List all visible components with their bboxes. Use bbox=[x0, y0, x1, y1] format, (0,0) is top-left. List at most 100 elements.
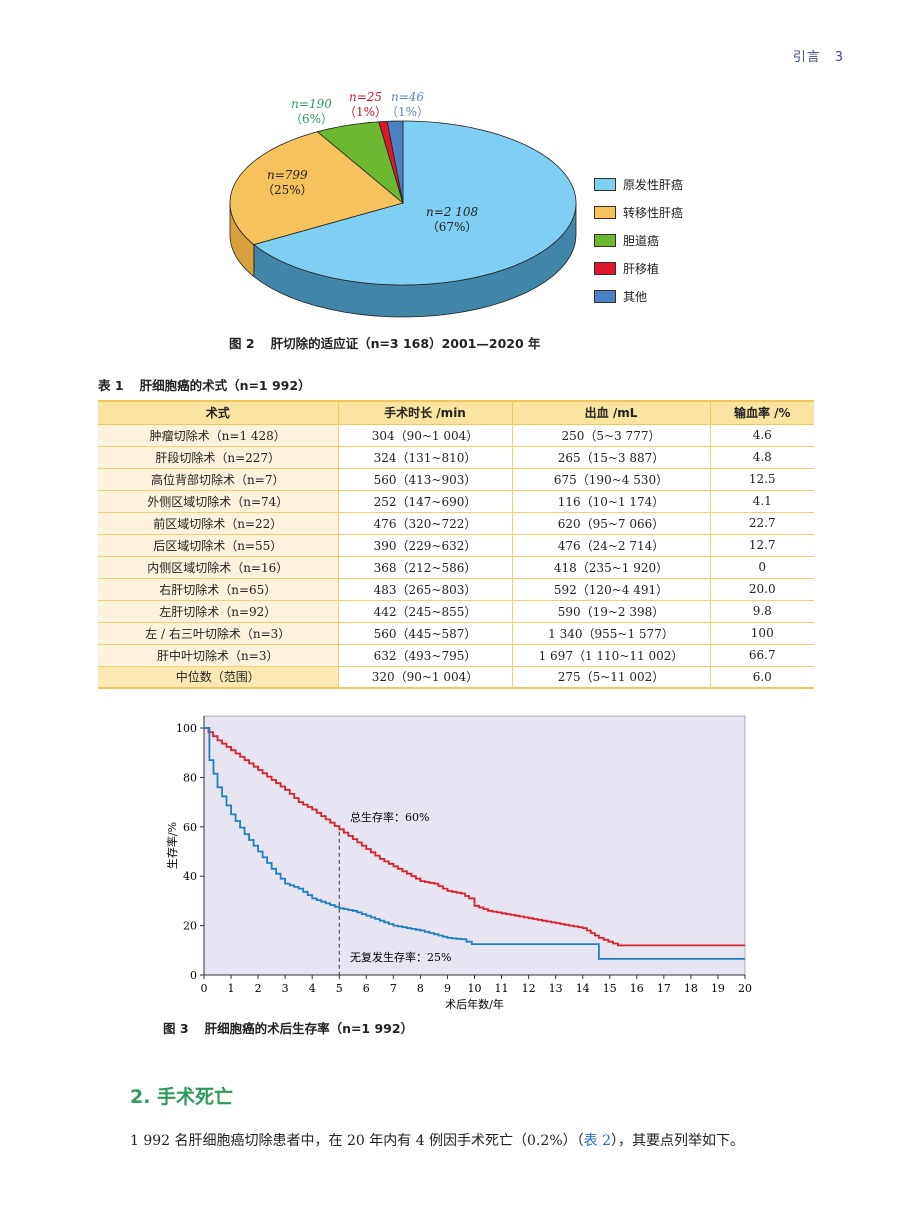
table-cell: 675（190~4 530） bbox=[511, 468, 710, 491]
y-axis-label: 生存率/% bbox=[165, 822, 179, 869]
legend-label: 其他 bbox=[623, 289, 648, 304]
x-tick-label: 13 bbox=[549, 982, 563, 995]
table-row: 前区域切除术（n=22） 476（320~722） 620（95~7 066） 22.… bbox=[98, 512, 814, 535]
y-tick-label: 20 bbox=[183, 920, 197, 933]
pie-chart bbox=[229, 120, 577, 318]
legend-item: 胆道癌 bbox=[594, 226, 683, 254]
legend-swatch bbox=[594, 289, 616, 303]
table-cell: 6.0 bbox=[709, 666, 814, 689]
table-cell: 560（413~903） bbox=[337, 468, 512, 491]
pie-slice bbox=[229, 131, 404, 246]
table-cell: 后区域切除术（n=55） bbox=[98, 534, 338, 557]
table-row: 右肝切除术（n=65） 483（265~803） 592（120~4 491） 20.… bbox=[98, 578, 814, 601]
table-cell: 22.7 bbox=[709, 512, 814, 535]
x-tick-label: 19 bbox=[711, 982, 725, 995]
y-tick-label: 0 bbox=[190, 969, 197, 982]
pie-label-n: n=46 bbox=[390, 90, 425, 104]
legend-item: 原发性肝癌 bbox=[594, 170, 683, 198]
pie-label-n: n=25 bbox=[348, 90, 383, 104]
x-tick-label: 6 bbox=[363, 982, 370, 995]
table-cell: 620（95~7 066） bbox=[511, 512, 710, 535]
table1-caption: 表 1 肝细胞癌的术式（n=1 992） bbox=[98, 375, 311, 394]
table-cell: 12.5 bbox=[709, 468, 814, 491]
x-tick-label: 0 bbox=[201, 982, 208, 995]
table-row: 肝中叶切除术（n=3） 632（493~795） 1 697（1 110~11 00… bbox=[98, 644, 814, 667]
figure3-caption: 图 3 肝细胞癌的术后生存率（n=1 992） bbox=[163, 1018, 413, 1037]
table-reference-link[interactable]: 表 2 bbox=[583, 1133, 611, 1149]
x-tick-label: 16 bbox=[630, 982, 644, 995]
figure-number: 图 3 bbox=[163, 1021, 189, 1036]
series-line-overall bbox=[204, 727, 745, 947]
table-row: 左肝切除术（n=92） 442（245~855） 590（19~2 398） 9.8 bbox=[98, 600, 814, 623]
running-head: 引言 3 bbox=[779, 46, 844, 65]
table-cell: 4.8 bbox=[709, 446, 814, 469]
pie-legend: 原发性肝癌 转移性肝癌 胆道癌 肝移植 其他 bbox=[594, 170, 683, 310]
table-cell: 肝段切除术（n=227） bbox=[98, 446, 338, 469]
x-tick-label: 2 bbox=[255, 982, 262, 995]
body-paragraph: 1 992 名肝细胞癌切除患者中，在 20 年内有 4 例因手术死亡（0.2%）… bbox=[130, 1130, 744, 1150]
pie-label-transplant: n=25 （1%） bbox=[344, 90, 387, 120]
x-tick-label: 4 bbox=[309, 982, 316, 995]
y-tick-label: 80 bbox=[183, 771, 197, 784]
legend-item: 转移性肝癌 bbox=[594, 198, 683, 226]
caption-text: 肝切除的适应证（n=3 168）2001—2020 年 bbox=[270, 336, 541, 351]
table-cell: 20.0 bbox=[709, 578, 814, 601]
paragraph-text: ），其要点列举如下。 bbox=[610, 1133, 744, 1149]
y-tick-label: 100 bbox=[176, 722, 197, 735]
table-cell: 0 bbox=[709, 556, 814, 579]
pie-slice bbox=[386, 120, 404, 204]
legend-label: 转移性肝癌 bbox=[623, 205, 684, 220]
page-number: 3 bbox=[834, 50, 844, 65]
legend-label: 原发性肝癌 bbox=[623, 177, 684, 192]
survival-chart: 0 1 2 3 4 5 6 7 8 9 10 11 12 13 14 15 16 17 18 19 2002040608… bbox=[165, 715, 752, 1011]
x-tick-label: 14 bbox=[576, 982, 590, 995]
annotation-recurrence-free: 无复发生存率：25% bbox=[350, 950, 451, 964]
series-line-recurrence-free bbox=[204, 727, 745, 960]
column-header: 术式 bbox=[98, 400, 338, 425]
legend-swatch bbox=[594, 177, 616, 191]
caption-text: 肝细胞癌的术式（n=1 992） bbox=[139, 378, 311, 393]
x-tick-label: 7 bbox=[390, 982, 397, 995]
table-row: 中位数（范围） 320（90~1 004） 275（5~11 002） 6.0 bbox=[98, 666, 814, 689]
table-cell: 483（265~803） bbox=[337, 578, 512, 601]
pie-label-n: n=190 bbox=[291, 97, 332, 111]
table-cell: 外侧区域切除术（n=74） bbox=[98, 490, 338, 513]
column-header: 输血率 /% bbox=[709, 400, 814, 425]
section-heading: 2. 手术死亡 bbox=[130, 1086, 234, 1108]
legend-swatch bbox=[594, 233, 616, 247]
pie-label-primary: n=2 108 （67%） bbox=[426, 205, 478, 235]
table-number: 表 1 bbox=[98, 378, 124, 393]
table-cell: 左 / 右三叶切除术（n=3） bbox=[98, 622, 338, 645]
table-row: 肿瘤切除术（n=1 428） 304（90~1 004） 250（5~3 777） 4… bbox=[98, 424, 814, 447]
figure-number: 图 2 bbox=[229, 336, 255, 351]
table-cell: 476（320~722） bbox=[337, 512, 512, 535]
pie-label-pct: （1%） bbox=[344, 105, 388, 119]
table-row: 内侧区域切除术（n=16） 368（212~586） 418（235~1 920） 0 bbox=[98, 556, 814, 579]
x-tick-label: 3 bbox=[282, 982, 289, 995]
table-cell: 4.1 bbox=[709, 490, 814, 513]
table-row: 高位背部切除术（n=7） 560（413~903） 675（190~4 530） 12… bbox=[98, 468, 814, 491]
table-cell: 中位数（范围） bbox=[98, 666, 338, 689]
surgery-table: 术式 手术时长 /min 出血 /mL 输血率 /% 肿瘤切除术（n=1 428… bbox=[98, 400, 814, 689]
table-cell: 265（15~3 887） bbox=[511, 446, 710, 469]
table-cell: 324（131~810） bbox=[337, 446, 512, 469]
figure2-caption: 图 2 肝切除的适应证（n=3 168）2001—2020 年 bbox=[229, 333, 541, 352]
table-cell: 592（120~4 491） bbox=[511, 578, 710, 601]
pie-slice bbox=[252, 120, 577, 286]
table-header-row: 术式 手术时长 /min 出血 /mL 输血率 /% bbox=[98, 400, 814, 425]
pie-label-pct: （6%） bbox=[290, 112, 334, 126]
x-tick-label: 15 bbox=[603, 982, 617, 995]
pie-label-biliary: n=190 （6%） bbox=[290, 97, 333, 127]
table-cell: 368（212~586） bbox=[337, 556, 512, 579]
running-head-section: 引言 bbox=[792, 50, 821, 65]
column-header: 出血 /mL bbox=[511, 400, 710, 425]
legend-label: 肝移植 bbox=[623, 261, 660, 276]
table-cell: 右肝切除术（n=65） bbox=[98, 578, 338, 601]
x-tick-label: 10 bbox=[468, 982, 482, 995]
table-cell: 304（90~1 004） bbox=[337, 424, 512, 447]
paragraph-text: 1 992 名肝细胞癌切除患者中，在 20 年内有 4 例因手术死亡（0.2%）… bbox=[130, 1133, 584, 1149]
x-tick-label: 18 bbox=[684, 982, 698, 995]
x-tick-label: 5 bbox=[336, 982, 343, 995]
table-cell: 320（90~1 004） bbox=[337, 666, 512, 689]
table-cell: 前区域切除术（n=22） bbox=[98, 512, 338, 535]
